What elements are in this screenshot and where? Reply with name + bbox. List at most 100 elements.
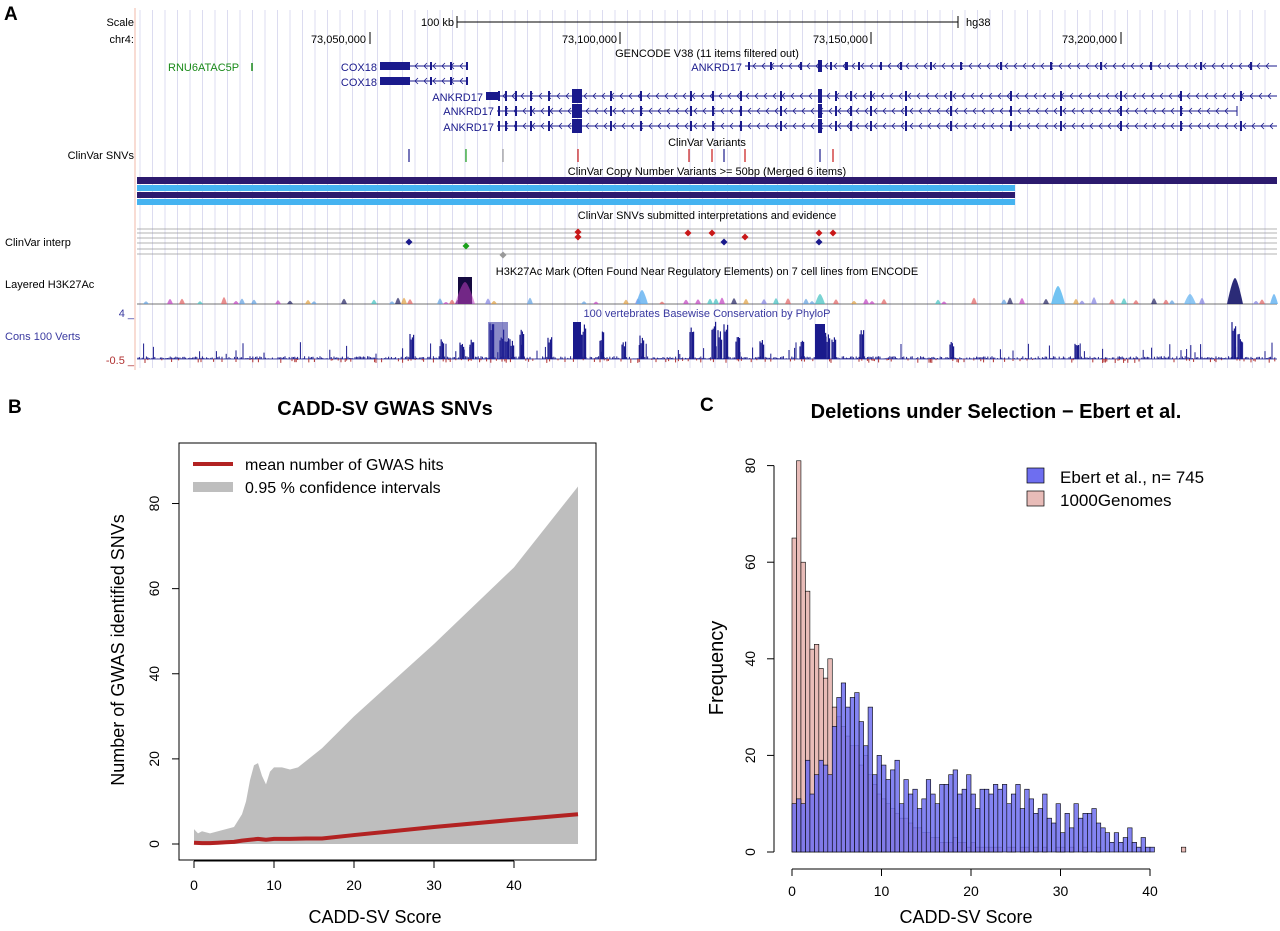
gene-exon — [858, 62, 860, 70]
cons-track-title: 100 vertebrates Basewise Conservation by… — [583, 308, 830, 320]
gene-strand-arrow — [909, 107, 914, 115]
gene-strand-arrow — [736, 92, 741, 100]
histogram-bar-ebert — [1051, 822, 1057, 853]
gene-strand-arrow — [720, 107, 725, 115]
histogram-bar-ebert — [1078, 817, 1084, 853]
gene-exon — [1200, 62, 1202, 70]
gene-strand-arrow — [806, 62, 811, 70]
scale-label: Scale — [106, 17, 134, 29]
histogram-bar-ebert — [921, 798, 927, 853]
gene-exon — [505, 121, 507, 131]
gene-label-cox18: COX18 — [341, 77, 377, 89]
histogram-bar-ebert — [961, 788, 967, 853]
gene-strand-arrow — [963, 122, 968, 130]
gene-strand-arrow — [1098, 107, 1103, 115]
y-tick-label: 40 — [146, 666, 162, 682]
histogram-bar-ebert — [984, 788, 990, 853]
gene-strand-arrow — [585, 122, 590, 130]
gene-strand-arrow — [720, 122, 725, 130]
histogram-bar-ebert — [970, 793, 976, 853]
gene-exon — [818, 104, 822, 118]
gene-strand-arrow — [999, 107, 1004, 115]
gene-exon — [1060, 91, 1062, 101]
panel-c-letter: C — [700, 395, 714, 416]
chart-c-legend: Ebert et al., n= 745 1000Genomes — [1026, 467, 1204, 510]
gene-strand-arrow — [765, 122, 770, 130]
histogram-bar-ebert — [1010, 793, 1017, 853]
gene-strand-arrow — [756, 107, 761, 115]
h3k27ac-peak — [371, 299, 377, 304]
h3k27ac-peak — [485, 298, 491, 304]
gene-strand-arrow — [1125, 107, 1130, 115]
cons-max-label: 4 _ — [119, 308, 135, 320]
gene-exon — [430, 62, 432, 70]
gene-strand-arrow — [1159, 92, 1164, 100]
track-label-clinvar-interp: ClinVar interp — [5, 237, 71, 249]
gene-exon — [515, 91, 517, 101]
interp-diamond — [499, 251, 507, 259]
gene-strand-arrow — [862, 92, 867, 100]
interp-track-title: ClinVar SNVs submitted interpretations a… — [578, 210, 836, 222]
gene-exon — [770, 62, 772, 70]
gene-strand-arrow — [1107, 122, 1112, 130]
histogram-bar-ebert — [943, 784, 949, 853]
gene-strand-arrow — [1087, 92, 1092, 100]
gene-strand-arrow — [837, 122, 842, 130]
gene-strand-arrow — [1134, 107, 1139, 115]
y-tick-label: 0 — [742, 848, 758, 856]
legend-swatch-ebert — [1026, 467, 1045, 484]
gene-exon — [1060, 106, 1062, 116]
gene-strand-arrow — [977, 62, 982, 70]
h3k27ac-peak — [341, 298, 347, 304]
histogram-bar-ebert — [1136, 846, 1142, 853]
track-label-cons-100-verts: Cons 100 Verts — [5, 331, 81, 343]
h3k27ac-peak — [143, 301, 149, 304]
histogram-bar-ebert — [867, 706, 873, 853]
interp-diamond — [684, 229, 692, 237]
gene-strand-arrow — [941, 62, 946, 70]
h3k27ac-peak — [1007, 297, 1013, 304]
h3k27ac-peak — [275, 300, 281, 304]
gene-strand-arrow — [999, 122, 1004, 130]
gene-strand-arrow — [1053, 122, 1058, 130]
y-tick-label: 20 — [742, 747, 758, 763]
gene-exon — [850, 121, 852, 131]
gene-strand-arrow — [950, 62, 955, 70]
gene-strand-arrow — [954, 107, 959, 115]
gene-strand-arrow — [833, 62, 838, 70]
gene-exon — [1000, 62, 1002, 70]
gene-strand-arrow — [936, 107, 941, 115]
gene-strand-arrow — [1197, 122, 1202, 130]
chart-b-plot — [193, 486, 579, 846]
h3k27ac-peak — [785, 298, 791, 304]
gene-exon — [548, 121, 550, 131]
panel-b-letter: B — [8, 397, 22, 418]
chart-c-ylabel: Frequency — [706, 621, 728, 716]
gene-strand-arrow — [1195, 92, 1200, 100]
h3k27ac-peak — [935, 299, 941, 304]
gene-strand-arrow — [990, 107, 995, 115]
histogram-bar-ebert — [957, 793, 963, 853]
x-tick-label: 0 — [788, 883, 796, 899]
gene-strand-arrow — [1071, 107, 1076, 115]
gene-exon — [950, 121, 952, 131]
interp-diamond — [815, 229, 823, 237]
gene-strand-arrow — [1211, 62, 1216, 70]
gene-strand-arrow — [621, 107, 626, 115]
histogram-bar-ebert — [899, 803, 905, 853]
gene-strand-arrow — [594, 107, 599, 115]
interp-diamond — [815, 238, 823, 246]
gene-strand-arrow — [1076, 62, 1081, 70]
gene-strand-arrow — [986, 62, 991, 70]
gene-strand-arrow — [1094, 62, 1099, 70]
cnv-bar — [137, 192, 1015, 198]
gene-strand-arrow — [1035, 122, 1040, 130]
histogram-bar-ebert — [1064, 813, 1070, 853]
gene-strand-arrow — [828, 122, 833, 130]
gene-strand-arrow — [864, 122, 869, 130]
histogram-bar-ebert — [1024, 788, 1030, 853]
h3k27ac-peak — [851, 300, 857, 304]
gene-strand-arrow — [441, 62, 446, 70]
gene-strand-arrow — [900, 107, 905, 115]
gene-strand-arrow — [1249, 92, 1254, 100]
